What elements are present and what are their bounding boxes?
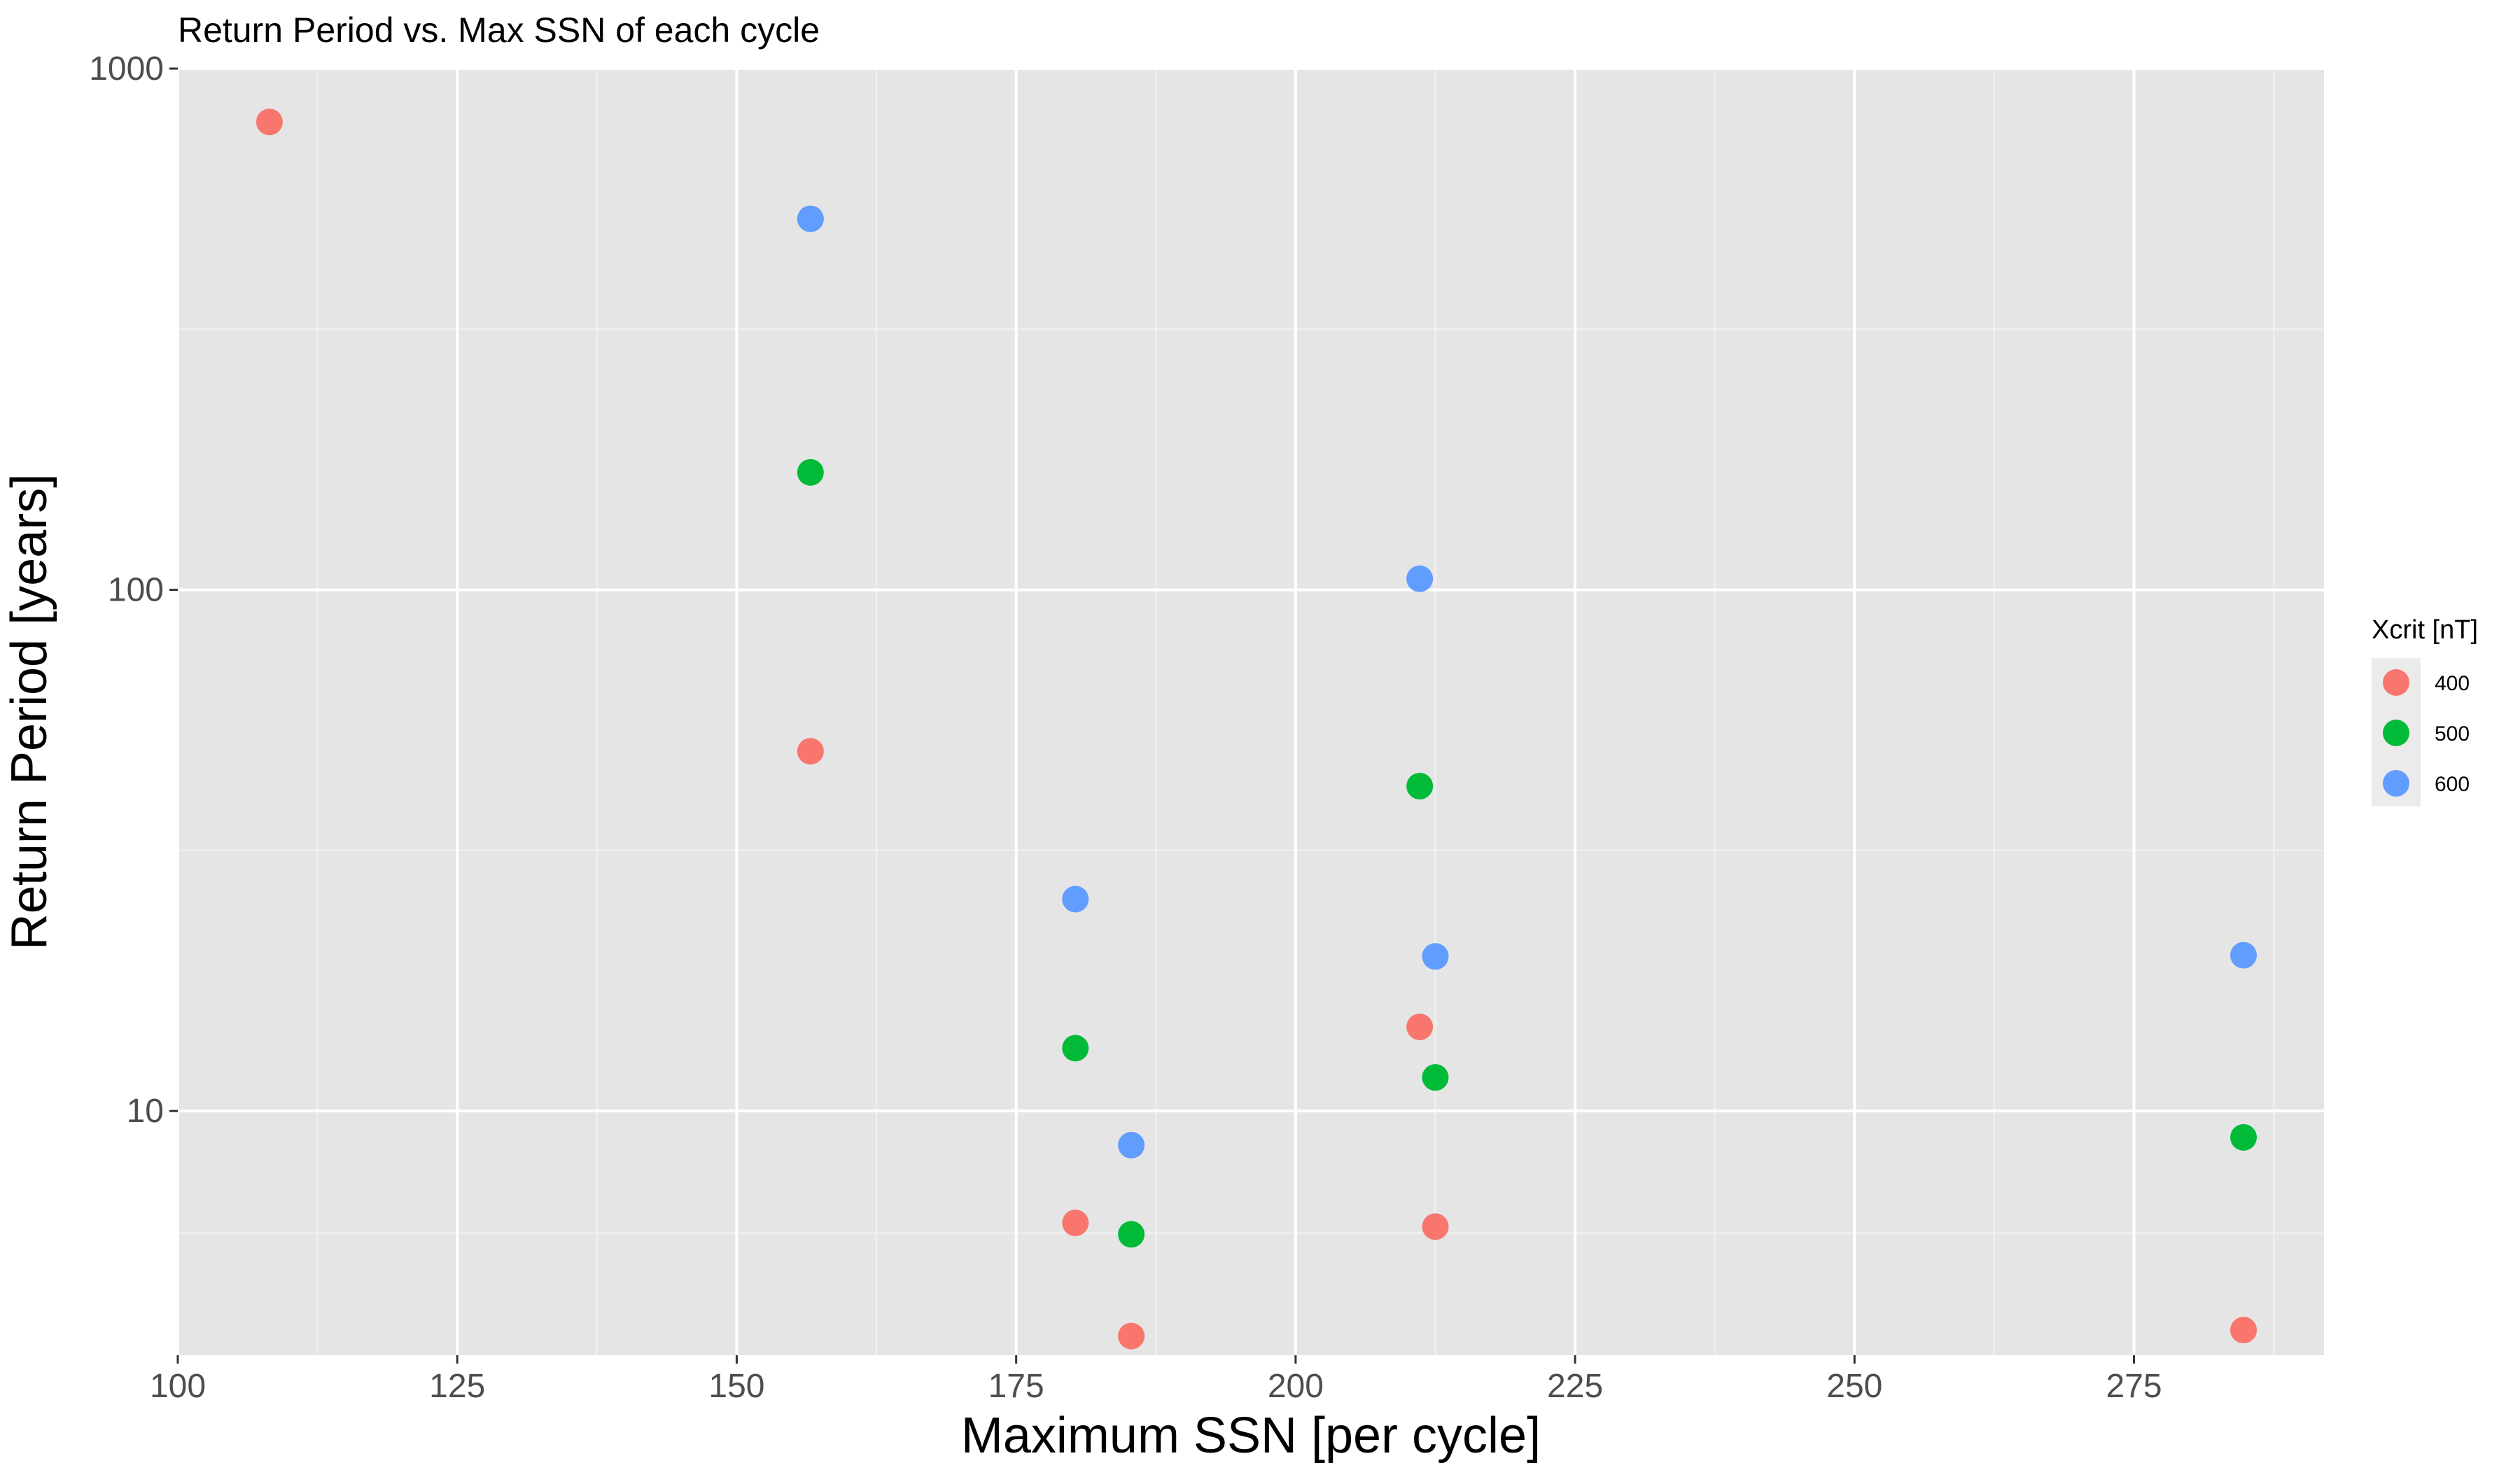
legend-key-400 <box>2383 669 2409 696</box>
grid-major <box>176 67 2324 1355</box>
legend-items: 400 500 600 <box>2383 669 2470 797</box>
x-axis-tick-labels: 100 125 150 175 200 225 250 275 <box>150 1368 2162 1405</box>
x-tick-label: 125 <box>429 1368 485 1405</box>
legend-label-600: 600 <box>2435 773 2470 796</box>
data-point-500 <box>1422 1064 1449 1091</box>
x-tick-label: 150 <box>708 1368 764 1405</box>
legend: Xcrit [nT] 400 500 600 <box>2372 615 2478 806</box>
data-point-400 <box>797 738 824 765</box>
legend-label-500: 500 <box>2435 722 2470 746</box>
chart-title: Return Period vs. Max SSN of each cycle <box>178 10 820 50</box>
x-tick-label: 275 <box>2106 1368 2162 1405</box>
y-tick-label: 1000 <box>89 50 164 88</box>
legend-key-500 <box>2383 720 2409 746</box>
x-axis-title: Maximum SSN [per cycle] <box>961 1408 1541 1464</box>
data-point-500 <box>2230 1124 2258 1151</box>
x-tick-label: 200 <box>1268 1368 1324 1405</box>
legend-label-400: 400 <box>2435 672 2470 695</box>
data-point-500 <box>1118 1221 1145 1248</box>
x-tick-label: 100 <box>150 1368 206 1405</box>
legend-title: Xcrit [nT] <box>2372 615 2478 645</box>
y-tick-label: 100 <box>108 572 164 609</box>
data-point-600 <box>1118 1131 1145 1158</box>
y-axis-title: Return Period [years] <box>1 474 57 950</box>
data-point-500 <box>1062 1035 1089 1062</box>
y-axis-tick-labels: 10 100 1000 <box>89 50 164 1130</box>
data-point-400 <box>1406 1014 1434 1041</box>
data-point-400 <box>255 108 283 136</box>
data-point-600 <box>1406 565 1434 592</box>
plot-panel <box>178 69 2324 1355</box>
data-point-400 <box>1062 1209 1089 1236</box>
data-point-600 <box>2230 941 2258 969</box>
data-point-500 <box>1406 773 1434 800</box>
data-points <box>255 108 2258 1350</box>
x-tick-label: 175 <box>988 1368 1044 1405</box>
y-tick-label: 10 <box>127 1093 164 1130</box>
axis-ticks <box>169 67 2136 1364</box>
legend-key-600 <box>2383 770 2409 797</box>
x-tick-label: 225 <box>1547 1368 1603 1405</box>
data-point-400 <box>1422 1213 1449 1240</box>
data-point-600 <box>1422 943 1449 970</box>
grid-minor <box>178 69 2324 1355</box>
data-point-400 <box>1118 1322 1145 1350</box>
data-point-600 <box>797 205 824 232</box>
x-tick-label: 250 <box>1826 1368 1882 1405</box>
data-point-500 <box>797 458 824 486</box>
data-point-600 <box>1062 886 1089 913</box>
data-point-400 <box>2230 1317 2258 1344</box>
